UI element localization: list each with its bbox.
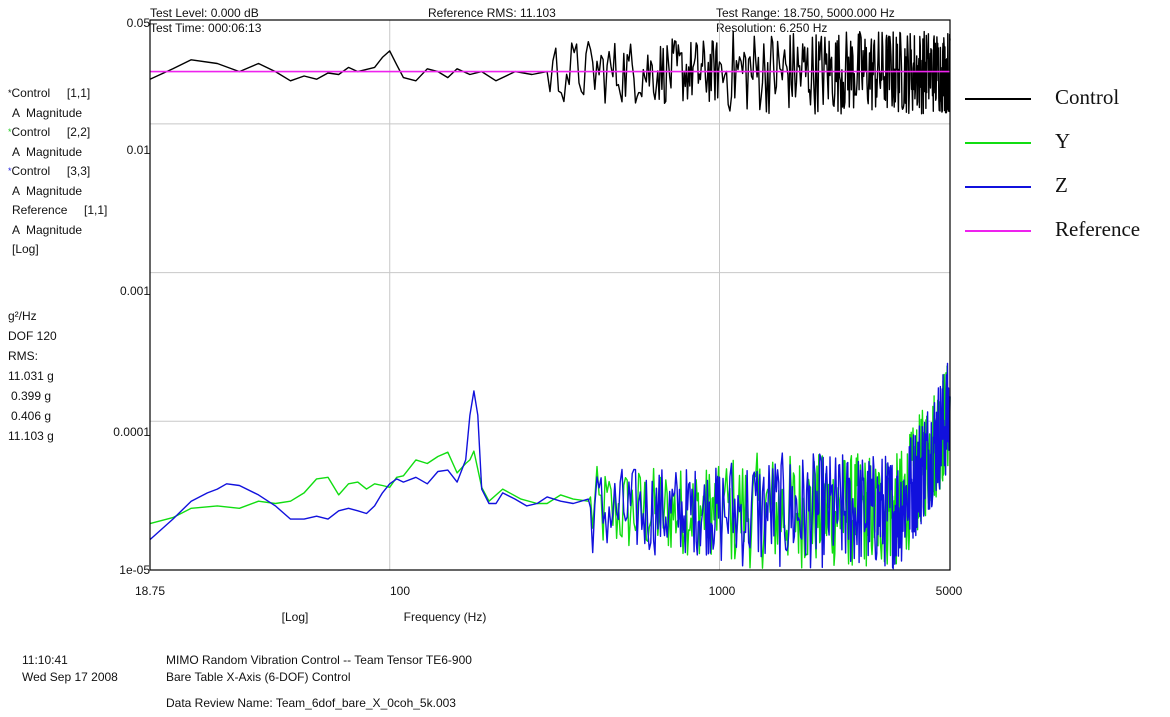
y-tick-label: 0.001 bbox=[119, 284, 150, 298]
channel-3-type: A Magnitude bbox=[12, 183, 83, 198]
scale-label: [Log] bbox=[12, 242, 39, 256]
x-axis-title: Frequency (Hz) bbox=[403, 610, 487, 624]
channel-2-label: *Control [2,2] bbox=[8, 125, 91, 139]
resolution: Resolution: 6.250 Hz bbox=[716, 21, 828, 35]
test-level: Test Level: 0.000 dB bbox=[150, 6, 259, 20]
channel-1-label: *Control [1,1] bbox=[8, 86, 91, 100]
legend-swatch-z bbox=[965, 186, 1031, 188]
rms-label: RMS: bbox=[8, 349, 38, 363]
reference-type: A Magnitude bbox=[12, 222, 83, 237]
dof-label: DOF 120 bbox=[8, 329, 57, 343]
reference-rms: Reference RMS: 11.103 bbox=[428, 6, 556, 20]
left-panel-stats: g²/Hz DOF 120 RMS: 11.031 g 0.399 g 0.40… bbox=[8, 306, 57, 446]
legend-swatch-y bbox=[965, 142, 1031, 144]
x-tick-label: 100 bbox=[389, 584, 411, 598]
legend-swatch-control bbox=[965, 98, 1031, 100]
x-tick-label: 1000 bbox=[708, 584, 736, 598]
x-tick-label: 5000 bbox=[935, 584, 963, 598]
channel-1-type: A Magnitude bbox=[12, 105, 83, 120]
channel-2-type: A Magnitude bbox=[12, 144, 83, 159]
footer-data-review: Data Review Name: Team_6dof_bare_X_0coh_… bbox=[166, 696, 456, 710]
left-panel-channels: *Control [1,1] A Magnitude *Control [2,2… bbox=[8, 84, 107, 260]
rms-value: 0.406 g bbox=[11, 409, 52, 423]
y-tick-label: 1e-05 bbox=[119, 563, 150, 577]
legend-swatch-reference bbox=[965, 230, 1031, 232]
footer-title: MIMO Random Vibration Control -- Team Te… bbox=[166, 653, 472, 667]
rms-value: 0.399 g bbox=[11, 389, 52, 403]
legend-label-reference: Reference bbox=[1055, 217, 1141, 241]
star-marker: * bbox=[8, 166, 12, 176]
star-marker: * bbox=[8, 88, 12, 98]
y-tick-label: 0.05 bbox=[126, 16, 150, 30]
rms-value: 11.103 g bbox=[8, 429, 54, 443]
x-tick-label: 18.75 bbox=[134, 584, 166, 598]
series-line-control bbox=[149, 30, 951, 115]
footer-time: 11:10:41 bbox=[22, 653, 68, 667]
reference-label: Reference [1,1] bbox=[12, 203, 108, 217]
series-line-z bbox=[149, 362, 951, 570]
y-tick-label: 0.0001 bbox=[113, 425, 150, 439]
rms-value: 11.031 g bbox=[8, 369, 54, 383]
plot-frame bbox=[149, 19, 951, 571]
footer-date: Wed Sep 17 2008 bbox=[22, 670, 118, 684]
legend-label-y: Y bbox=[1055, 129, 1071, 153]
footer-subtitle: Bare Table X-Axis (6-DOF) Control bbox=[166, 670, 351, 684]
y-tick-label: 0.01 bbox=[126, 143, 150, 157]
legend-label-control: Control bbox=[1055, 85, 1120, 109]
channel-3-label: *Control [3,3] bbox=[8, 164, 91, 178]
x-scale-label: [Log] bbox=[281, 610, 309, 624]
test-time: Test Time: 000:06:13 bbox=[150, 21, 262, 35]
legend-label-z: Z bbox=[1055, 173, 1068, 197]
unit-label: g²/Hz bbox=[8, 309, 37, 323]
test-range: Test Range: 18.750, 5000.000 Hz bbox=[716, 6, 895, 20]
star-marker: * bbox=[8, 127, 12, 137]
